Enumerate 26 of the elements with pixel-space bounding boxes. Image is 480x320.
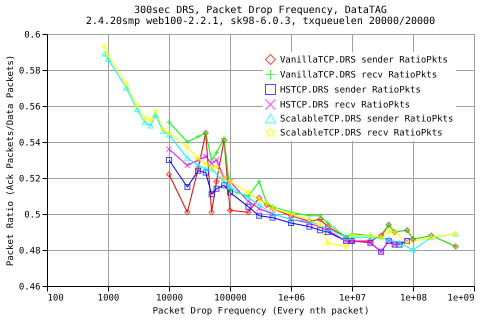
y-axis-title: Packet Ratio (Ack Packets/Data Packets) xyxy=(6,54,16,266)
legend-label: ScalableTCP.DRS sender RatioPkts xyxy=(280,114,454,124)
x-tick-label: 1e+07 xyxy=(338,294,366,304)
chart-subtitle: 2.4.20smp web100-2.2.1, sk98-6.0.3, txqueuelen 20000/20000 xyxy=(86,16,436,27)
y-tick-label: 0.5 xyxy=(24,210,40,220)
y-tick-label: 0.58 xyxy=(18,66,40,76)
y-tick-label: 0.56 xyxy=(18,102,40,112)
y-tick-label: 0.52 xyxy=(18,174,40,184)
legend-label: HSTCP.DRS sender RatioPkts xyxy=(280,86,421,96)
x-tick-label: 1000 xyxy=(98,294,120,304)
x-axis-title: Packet Drop Frequency (Every nth packet) xyxy=(152,306,370,316)
x-tick-label: 1e+08 xyxy=(400,294,428,304)
x-tick-label: 10000 xyxy=(156,294,184,304)
legend-label: VanillaTCP.DRS recv RatioPkts xyxy=(280,70,438,80)
x-tick-label: 100 xyxy=(48,294,64,304)
y-tick-label: 0.46 xyxy=(18,282,40,292)
y-tick-label: 0.6 xyxy=(24,30,40,40)
chart-title: 300sec DRS, Packet Drop Frequency, DataTAG xyxy=(134,5,387,16)
legend-label: HSTCP.DRS recv RatioPkts xyxy=(280,100,410,110)
x-tick-label: 1e+06 xyxy=(278,294,306,304)
y-tick-label: 0.48 xyxy=(18,246,40,256)
legend-label: VanillaTCP.DRS sender RatioPkts xyxy=(280,56,448,66)
x-tick-label: 1e+09 xyxy=(447,294,474,304)
legend-label: ScalableTCP.DRS recv RatioPkts xyxy=(280,128,443,138)
y-tick-label: 0.54 xyxy=(18,138,40,148)
x-tick-label: 100000 xyxy=(214,294,247,304)
